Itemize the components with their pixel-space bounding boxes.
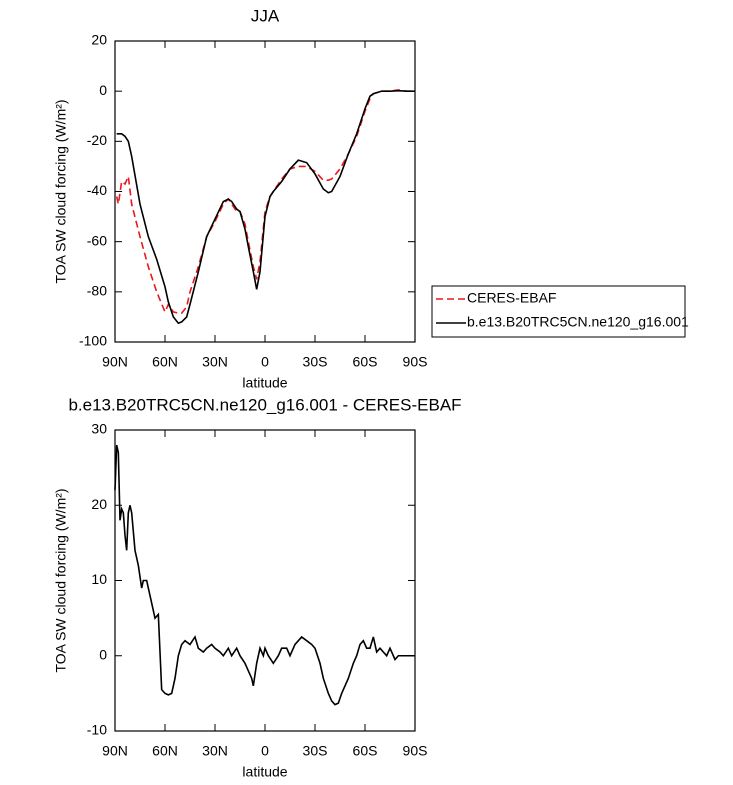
legend-label: CERES-EBAF [467, 290, 556, 306]
y-tick-label: 20 [91, 32, 107, 48]
y-tick-label: 10 [91, 571, 107, 587]
data-line [114, 444, 415, 706]
legend-box [431, 285, 686, 338]
x-tick-label: 30N [202, 354, 228, 370]
chart-title: b.e13.B20TRC5CN.ne120_g16.001 - CERES-EB… [68, 395, 461, 414]
y-tick-label: -100 [79, 333, 107, 349]
legend-label: b.e13.B20TRC5CN.ne120_g16.001 [467, 314, 689, 330]
x-tick-label: 30S [303, 354, 328, 370]
y-tick-label: 0 [99, 82, 107, 98]
plot-frame [114, 40, 416, 343]
x-tick-label: 60S [353, 354, 378, 370]
y-tick-label: -10 [87, 722, 107, 738]
x-tick-label: 60S [353, 743, 378, 759]
x-tick-label: 90N [102, 743, 128, 759]
x-tick-label: 60N [152, 743, 178, 759]
y-tick-label: 20 [91, 496, 107, 512]
y-axis-label: TOA SW cloud forcing (W/m²) [53, 488, 69, 672]
x-axis-label: latitude [242, 375, 287, 391]
x-tick-label: 90S [403, 743, 428, 759]
y-tick-label: -80 [87, 283, 107, 299]
y-axis-label: TOA SW cloud forcing (W/m²) [53, 99, 69, 283]
y-tick-label: 0 [99, 646, 107, 662]
x-axis-label: latitude [242, 764, 287, 780]
y-tick-label: 30 [91, 421, 107, 437]
y-tick-label: -20 [87, 132, 107, 148]
x-tick-label: 30S [303, 743, 328, 759]
data-line [115, 89, 415, 314]
x-tick-label: 0 [261, 743, 269, 759]
chart-title: JJA [251, 6, 280, 25]
y-tick-label: -60 [87, 232, 107, 248]
x-tick-label: 0 [261, 354, 269, 370]
x-tick-label: 90S [403, 354, 428, 370]
x-tick-label: 30N [202, 743, 228, 759]
data-line [116, 89, 415, 325]
plot-frame [114, 429, 416, 732]
x-tick-label: 60N [152, 354, 178, 370]
x-tick-label: 90N [102, 354, 128, 370]
y-tick-label: -40 [87, 182, 107, 198]
